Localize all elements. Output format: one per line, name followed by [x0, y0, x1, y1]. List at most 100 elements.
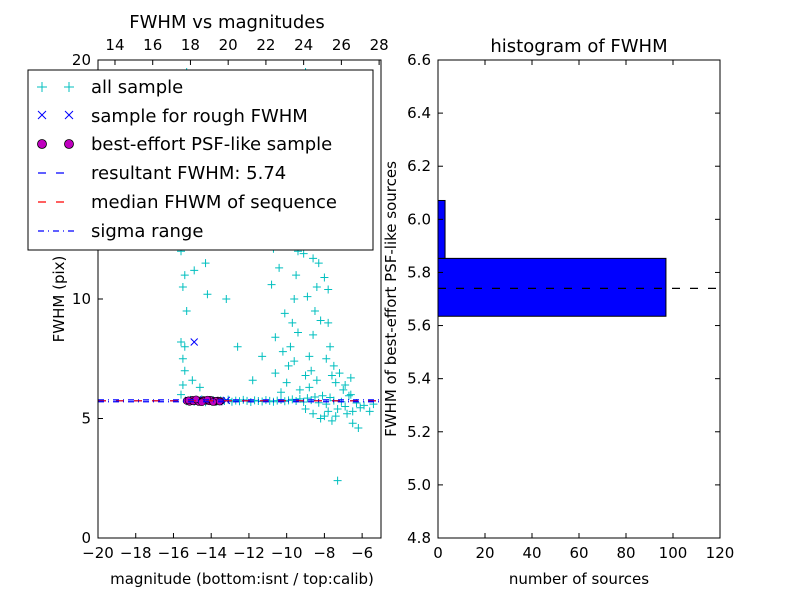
all-sample-point	[271, 369, 280, 378]
all-sample-point	[248, 376, 257, 385]
all-sample-point	[354, 424, 363, 433]
x-tick-label: 100	[659, 544, 688, 562]
plus-marker-icon	[37, 82, 74, 92]
all-sample-point	[320, 273, 329, 282]
all-sample-point	[288, 318, 297, 327]
x-marker-icon	[37, 110, 74, 120]
y-tick-label: 6.0	[407, 210, 431, 228]
all-sample-point	[195, 383, 204, 392]
all-sample-point	[344, 391, 353, 400]
top-tick-label: 16	[143, 36, 162, 54]
all-sample-point	[365, 407, 374, 416]
x-tick-label: −10	[271, 544, 303, 562]
left-reference-lines	[98, 399, 381, 403]
x-tick-label: 0	[433, 544, 443, 562]
all-sample-point	[312, 283, 321, 292]
top-tick-label: 28	[370, 36, 389, 54]
y-tick-label: 5.0	[407, 476, 431, 494]
right-x-axis: 0 20 40 60 80 100 120	[433, 60, 734, 562]
all-sample-point	[292, 271, 301, 280]
right-chart-title: histogram of FWHM	[490, 36, 667, 57]
x-tick-label: −14	[195, 544, 227, 562]
x-tick-label: 60	[569, 544, 588, 562]
all-sample-point	[305, 383, 314, 392]
all-sample-point	[309, 330, 318, 339]
y-tick-label: 5.4	[407, 370, 431, 388]
all-sample-point	[303, 394, 312, 403]
left-y-axis-label: FWHM (pix)	[50, 256, 68, 343]
legend: all sample sample for rough FWHM best-ef…	[27, 69, 374, 251]
all-sample-point	[310, 306, 319, 315]
all-sample-point	[258, 352, 267, 361]
right-y-axis: 4.8 5.0 5.2 5.4 5.6 5.8 6.0 6.2 6.4 6.6	[407, 51, 720, 547]
legend-entry-psf-sample: best-effort PSF-like sample	[37, 134, 332, 155]
legend-label: all sample	[91, 77, 183, 98]
all-sample-point	[341, 402, 350, 411]
all-sample-point	[307, 366, 316, 375]
left-chart-title: FWHM vs magnitudes	[129, 12, 324, 33]
all-sample-point	[333, 404, 342, 413]
all-sample-point	[343, 409, 352, 418]
all-sample-point	[346, 390, 355, 399]
all-sample-point	[322, 354, 331, 363]
legend-entry-rough-sample: sample for rough FWHM	[37, 106, 308, 127]
all-sample-point	[310, 392, 319, 401]
x-tick-label: 20	[475, 544, 494, 562]
all-sample-point	[329, 361, 338, 370]
all-sample-point	[339, 385, 348, 394]
right-x-axis-label: number of sources	[509, 570, 649, 588]
x-tick-label: −6	[351, 544, 373, 562]
y-tick-label: 5.2	[407, 423, 431, 441]
histogram-bar	[437, 199, 446, 259]
fwhm-vs-magnitude-chart: FWHM vs magnitudes −20 −18 −16 −14 −12 −10 −8−…	[27, 12, 389, 588]
all-sample-point	[178, 354, 187, 363]
all-sample-point	[314, 259, 323, 268]
legend-entry-median-fwhm: median FHWM of sequence	[38, 192, 337, 213]
y-tick-label: 5.6	[407, 317, 431, 335]
all-sample-point	[267, 280, 276, 289]
all-sample-point	[324, 407, 333, 416]
all-sample-point	[282, 378, 291, 387]
y-tick-label: 5.8	[407, 263, 431, 281]
all-sample-point	[231, 396, 240, 405]
legend-label: resultant FWHM: 5.74	[91, 163, 286, 184]
legend-label: best-effort PSF-like sample	[91, 134, 332, 155]
all-sample-point	[180, 342, 189, 351]
all-sample-point	[188, 376, 197, 385]
all-sample-point	[312, 376, 321, 385]
x-tick-label: 80	[616, 544, 635, 562]
top-tick-label: 24	[294, 36, 313, 54]
legend-entry-resultant-fwhm: resultant FWHM: 5.74	[38, 163, 286, 184]
legend-label: median FHWM of sequence	[91, 192, 337, 213]
all-sample-point	[177, 390, 186, 399]
all-sample-point	[331, 378, 340, 387]
all-sample-point	[203, 290, 212, 299]
left-x-axis: −20 −18 −16 −14 −12 −10 −8 −6	[82, 533, 373, 562]
all-sample-point	[331, 412, 340, 421]
y-tick-label: 5	[81, 410, 91, 428]
all-sample-point	[233, 342, 242, 351]
all-sample-point	[293, 328, 302, 337]
all-sample-point	[316, 316, 325, 325]
all-sample-point	[222, 295, 231, 303]
all-sample-point	[275, 263, 284, 272]
all-sample-point	[348, 419, 357, 428]
all-sample-point	[178, 283, 187, 292]
all-sample-point	[346, 373, 355, 382]
all-sample-point	[299, 249, 308, 258]
x-tick-label: −16	[158, 544, 190, 562]
all-sample-point	[286, 342, 295, 351]
all-sample-point	[360, 401, 369, 410]
top-tick-label: 18	[181, 36, 200, 54]
all-sample-point	[327, 371, 336, 380]
all-sample-point	[320, 412, 329, 421]
top-tick-label: 20	[219, 36, 238, 54]
all-sample-point	[201, 259, 210, 268]
all-sample-point	[324, 318, 333, 327]
all-sample-point	[326, 342, 335, 351]
all-sample-point	[290, 295, 299, 303]
legend-box	[27, 69, 374, 251]
all-sample-point	[277, 388, 286, 397]
x-tick-label: −20	[82, 544, 114, 562]
